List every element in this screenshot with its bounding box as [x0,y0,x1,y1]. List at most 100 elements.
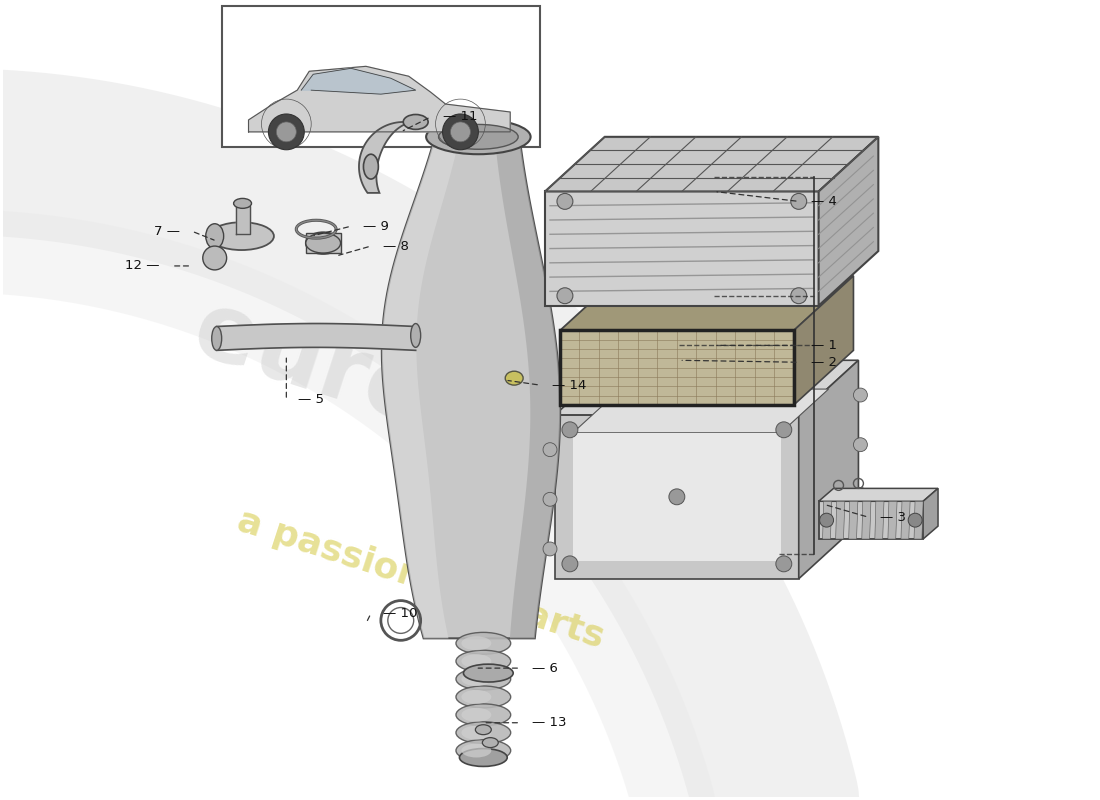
Polygon shape [235,206,250,234]
Circle shape [268,114,305,150]
Circle shape [276,122,296,142]
Ellipse shape [233,198,252,208]
Circle shape [854,388,868,402]
Polygon shape [861,502,871,539]
Polygon shape [794,276,854,405]
Polygon shape [573,389,828,433]
Circle shape [669,489,685,505]
Polygon shape [249,66,510,132]
Ellipse shape [456,722,510,743]
Polygon shape [573,433,781,561]
Ellipse shape [404,114,428,130]
Ellipse shape [209,222,274,250]
Ellipse shape [410,323,420,347]
Ellipse shape [461,654,492,668]
Text: — 2: — 2 [811,356,837,369]
Polygon shape [217,323,416,350]
Circle shape [791,288,806,304]
Circle shape [543,442,557,457]
Ellipse shape [475,725,492,734]
Text: — 3: — 3 [880,510,906,524]
Ellipse shape [461,672,492,686]
Ellipse shape [306,232,341,254]
Ellipse shape [460,749,507,766]
Ellipse shape [461,690,492,704]
Polygon shape [818,502,923,539]
Text: — 5: — 5 [298,394,324,406]
Circle shape [202,246,227,270]
Text: — 14: — 14 [552,378,586,392]
Ellipse shape [363,154,378,179]
Bar [222,6,540,146]
Ellipse shape [456,632,510,654]
Circle shape [557,194,573,210]
Circle shape [776,556,792,572]
Text: — 10: — 10 [383,607,417,620]
Circle shape [820,514,834,527]
Text: — 9: — 9 [363,220,388,233]
Polygon shape [914,502,923,539]
Ellipse shape [461,726,492,740]
Circle shape [776,422,792,438]
Text: — 4: — 4 [811,195,837,208]
Ellipse shape [461,708,492,722]
Ellipse shape [426,119,530,154]
Circle shape [562,422,578,438]
Circle shape [562,556,578,572]
Ellipse shape [461,636,492,650]
Polygon shape [923,488,938,539]
Polygon shape [849,502,858,539]
Polygon shape [560,276,854,330]
Polygon shape [544,137,878,191]
Ellipse shape [306,233,341,253]
Text: eurospares: eurospares [183,284,779,556]
Ellipse shape [456,650,510,672]
Polygon shape [799,360,858,578]
Ellipse shape [211,326,222,350]
Text: — 1: — 1 [811,339,837,352]
Circle shape [543,492,557,506]
Circle shape [854,487,868,502]
Text: since 1985: since 1985 [557,186,843,317]
Polygon shape [836,502,845,539]
Ellipse shape [439,125,518,150]
Polygon shape [560,330,794,405]
Ellipse shape [456,740,510,762]
Ellipse shape [456,668,510,690]
Polygon shape [306,233,341,253]
Polygon shape [382,142,459,638]
Polygon shape [544,191,818,306]
Text: a passion for parts: a passion for parts [233,503,608,654]
Circle shape [557,288,573,304]
Ellipse shape [482,738,498,747]
Polygon shape [359,122,416,193]
Text: — 6: — 6 [532,662,558,674]
Ellipse shape [456,704,510,726]
Circle shape [543,542,557,556]
Polygon shape [818,488,938,502]
Text: — 8: — 8 [383,239,409,253]
Circle shape [854,438,868,452]
Ellipse shape [461,743,492,758]
Ellipse shape [456,686,510,708]
Circle shape [388,607,414,634]
Polygon shape [823,502,832,539]
Text: 7 —: 7 — [154,225,180,238]
Polygon shape [818,137,878,306]
Text: — 13: — 13 [532,716,566,730]
Text: — 11: — 11 [442,110,477,123]
Ellipse shape [206,224,223,249]
Circle shape [442,114,478,150]
Ellipse shape [505,371,524,385]
Polygon shape [556,360,858,415]
Text: 12 —: 12 — [125,259,160,273]
Circle shape [451,122,471,142]
Circle shape [909,514,922,527]
Polygon shape [888,502,898,539]
Polygon shape [301,68,416,94]
Polygon shape [874,502,884,539]
Polygon shape [556,415,799,578]
Polygon shape [382,142,560,638]
Circle shape [791,194,806,210]
Ellipse shape [463,664,514,682]
